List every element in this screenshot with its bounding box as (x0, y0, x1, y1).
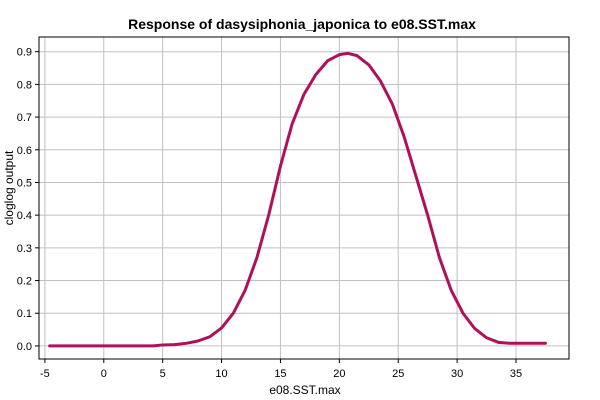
y-tick-label: 0.6 (17, 145, 32, 157)
series-layer (48, 51, 547, 348)
x-axis-label: e08.SST.max (269, 383, 340, 397)
chart-title: Response of dasysiphonia_japonica to e08… (128, 16, 476, 32)
y-tick-label: 0.2 (17, 276, 32, 288)
x-tick-label: 0 (101, 368, 107, 380)
y-tick-label: 0.8 (17, 79, 32, 91)
x-tick-label: 25 (392, 368, 404, 380)
x-tick-label: 30 (451, 368, 463, 380)
y-tick-label: 0.5 (17, 177, 32, 189)
y-tick-label: 0.9 (17, 47, 32, 59)
y-tick-label: 0.0 (17, 341, 32, 353)
y-tick-label: 0.1 (17, 308, 32, 320)
response-curve-line (48, 51, 547, 348)
x-tick-label: -5 (40, 368, 50, 380)
y-tick-label: 0.4 (17, 210, 32, 222)
plot-frame (38, 36, 570, 360)
x-tick-label: 5 (160, 368, 166, 380)
x-tick-label: 35 (510, 368, 522, 380)
x-tick-label: 15 (274, 368, 286, 380)
y-tick-label: 0.7 (17, 112, 32, 124)
x-tick-label: 10 (215, 368, 227, 380)
y-axis-label: cloglog output (2, 150, 16, 225)
y-tick-label: 0.3 (17, 243, 32, 255)
x-tick-label: 20 (333, 368, 345, 380)
x-axis-ticks: -5 0 5 10 15 20 25 30 35 (40, 359, 522, 380)
y-axis-ticks: 0.0 0.1 0.2 0.3 0.4 0.5 0.6 0.7 0.8 0.9 (17, 47, 39, 353)
grid-layer (39, 37, 569, 359)
